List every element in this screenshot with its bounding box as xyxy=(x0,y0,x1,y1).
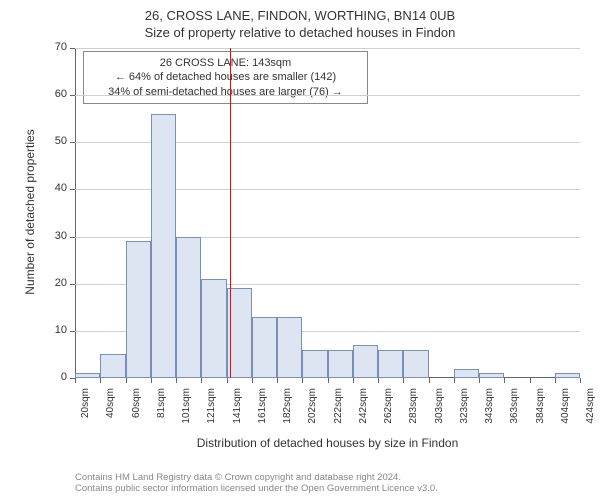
annotation-line-3: 34% of semi-detached houses are larger (… xyxy=(92,85,359,99)
y-tick xyxy=(70,331,75,332)
x-tick-label: 101sqm xyxy=(181,388,192,433)
y-tick-label: 20 xyxy=(45,277,67,289)
chart-title-sub: Size of property relative to detached ho… xyxy=(0,23,600,40)
histogram-bar xyxy=(328,350,353,378)
y-tick xyxy=(70,189,75,190)
x-axis-label: Distribution of detached houses by size … xyxy=(75,436,580,450)
y-tick-label: 70 xyxy=(45,41,67,53)
x-tick xyxy=(530,378,531,383)
x-tick xyxy=(580,378,581,383)
y-tick-label: 40 xyxy=(45,182,67,194)
x-tick xyxy=(479,378,480,383)
x-tick xyxy=(429,378,430,383)
x-tick xyxy=(100,378,101,383)
footer-line-2: Contains public sector information licen… xyxy=(75,483,438,494)
x-tick xyxy=(504,378,505,383)
x-tick-label: 222sqm xyxy=(333,388,344,433)
x-tick xyxy=(302,378,303,383)
x-tick-label: 182sqm xyxy=(282,388,293,433)
histogram-bar xyxy=(353,345,378,378)
x-tick-label: 242sqm xyxy=(358,388,369,433)
x-tick xyxy=(151,378,152,383)
y-tick-label: 60 xyxy=(45,88,67,100)
histogram-bar xyxy=(277,317,302,378)
y-axis-label: Number of detached properties xyxy=(23,112,37,312)
histogram-bar xyxy=(151,114,176,378)
y-tick xyxy=(70,142,75,143)
x-tick xyxy=(227,378,228,383)
x-tick xyxy=(252,378,253,383)
x-tick xyxy=(126,378,127,383)
chart-title-main: 26, CROSS LANE, FINDON, WORTHING, BN14 0… xyxy=(0,0,600,23)
x-tick xyxy=(176,378,177,383)
x-tick-label: 161sqm xyxy=(257,388,268,433)
annotation-line-2: ← 64% of detached houses are smaller (14… xyxy=(92,70,359,84)
x-tick-label: 343sqm xyxy=(484,388,495,433)
x-tick-label: 60sqm xyxy=(131,388,142,433)
y-tick-label: 30 xyxy=(45,230,67,242)
footer-line-1: Contains HM Land Registry data © Crown c… xyxy=(75,472,438,483)
histogram-bar xyxy=(252,317,277,378)
x-tick xyxy=(328,378,329,383)
x-tick xyxy=(75,378,76,383)
histogram-bar xyxy=(302,350,327,378)
x-tick-label: 20sqm xyxy=(80,388,91,433)
x-tick-label: 202sqm xyxy=(307,388,318,433)
x-tick-label: 424sqm xyxy=(585,388,596,433)
x-tick xyxy=(201,378,202,383)
x-tick-label: 384sqm xyxy=(535,388,546,433)
y-tick xyxy=(70,48,75,49)
x-tick-label: 81sqm xyxy=(156,388,167,433)
y-tick xyxy=(70,237,75,238)
histogram-bar xyxy=(75,373,100,378)
y-tick-label: 0 xyxy=(45,371,67,383)
y-tick-label: 10 xyxy=(45,324,67,336)
x-tick-label: 323sqm xyxy=(459,388,470,433)
histogram-bar xyxy=(378,350,403,378)
y-tick-label: 50 xyxy=(45,135,67,147)
annotation-line-1: 26 CROSS LANE: 143sqm xyxy=(92,56,359,70)
x-tick-label: 363sqm xyxy=(509,388,520,433)
x-tick xyxy=(555,378,556,383)
histogram-bar xyxy=(555,373,580,378)
x-tick-label: 141sqm xyxy=(232,388,243,433)
x-tick-label: 283sqm xyxy=(408,388,419,433)
histogram-bar xyxy=(403,350,428,378)
histogram-bar xyxy=(176,237,201,378)
x-tick xyxy=(378,378,379,383)
x-tick xyxy=(353,378,354,383)
property-marker-line xyxy=(230,48,231,378)
gridline-horizontal xyxy=(75,48,580,49)
x-tick-label: 121sqm xyxy=(206,388,217,433)
footer-text: Contains HM Land Registry data © Crown c… xyxy=(75,472,438,494)
histogram-bar xyxy=(126,241,151,378)
histogram-bar xyxy=(201,279,226,378)
x-tick-label: 262sqm xyxy=(383,388,394,433)
x-tick-label: 303sqm xyxy=(434,388,445,433)
histogram-bar xyxy=(479,373,504,378)
histogram-bar xyxy=(100,354,125,378)
x-tick xyxy=(277,378,278,383)
x-tick xyxy=(403,378,404,383)
y-tick xyxy=(70,284,75,285)
histogram-bar xyxy=(454,369,479,378)
x-tick xyxy=(454,378,455,383)
x-tick-label: 40sqm xyxy=(105,388,116,433)
x-tick-label: 404sqm xyxy=(560,388,571,433)
y-tick xyxy=(70,95,75,96)
gridline-horizontal xyxy=(75,95,580,96)
chart-container: 26, CROSS LANE, FINDON, WORTHING, BN14 0… xyxy=(0,0,600,500)
